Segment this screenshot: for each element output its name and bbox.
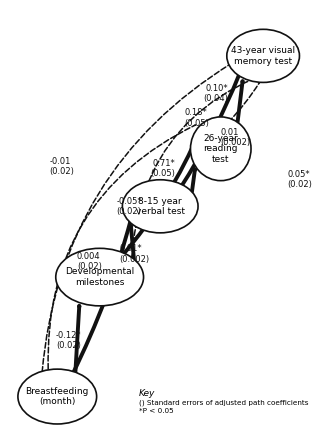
Text: 0.05*
(0.02): 0.05* (0.02): [287, 170, 312, 190]
Text: *P < 0.05: *P < 0.05: [139, 408, 174, 414]
Text: 43-year visual
memory test: 43-year visual memory test: [231, 46, 295, 65]
Text: 0.71*
(0.05): 0.71* (0.05): [150, 159, 175, 178]
Ellipse shape: [56, 248, 144, 306]
Text: 0.01*
(0.002): 0.01* (0.002): [119, 245, 149, 264]
Text: 8-15 year
verbal test: 8-15 year verbal test: [136, 197, 185, 216]
Text: Key: Key: [139, 388, 155, 397]
Text: 0.004
(0.02): 0.004 (0.02): [77, 252, 102, 271]
Text: Breastfeeding
(month): Breastfeeding (month): [25, 387, 89, 406]
Text: -0.05*
(0.02): -0.05* (0.02): [116, 197, 142, 216]
Ellipse shape: [18, 369, 96, 424]
Text: 26-year
reading
test: 26-year reading test: [203, 134, 238, 164]
Text: -0.12*
(0.02): -0.12* (0.02): [56, 331, 81, 350]
Text: -0.01
(0.02): -0.01 (0.02): [50, 157, 75, 176]
Ellipse shape: [191, 117, 251, 181]
Text: 0.01
(0.002): 0.01 (0.002): [221, 128, 251, 147]
Text: Developmental
milestones: Developmental milestones: [65, 267, 134, 287]
Text: 0.10*
(0.04): 0.10* (0.04): [203, 84, 228, 103]
Ellipse shape: [227, 29, 299, 82]
Ellipse shape: [122, 180, 198, 233]
Text: () Standard errors of adjusted path coefficients: () Standard errors of adjusted path coef…: [139, 400, 309, 406]
Text: 0.18*
(0.05): 0.18* (0.05): [185, 108, 209, 128]
